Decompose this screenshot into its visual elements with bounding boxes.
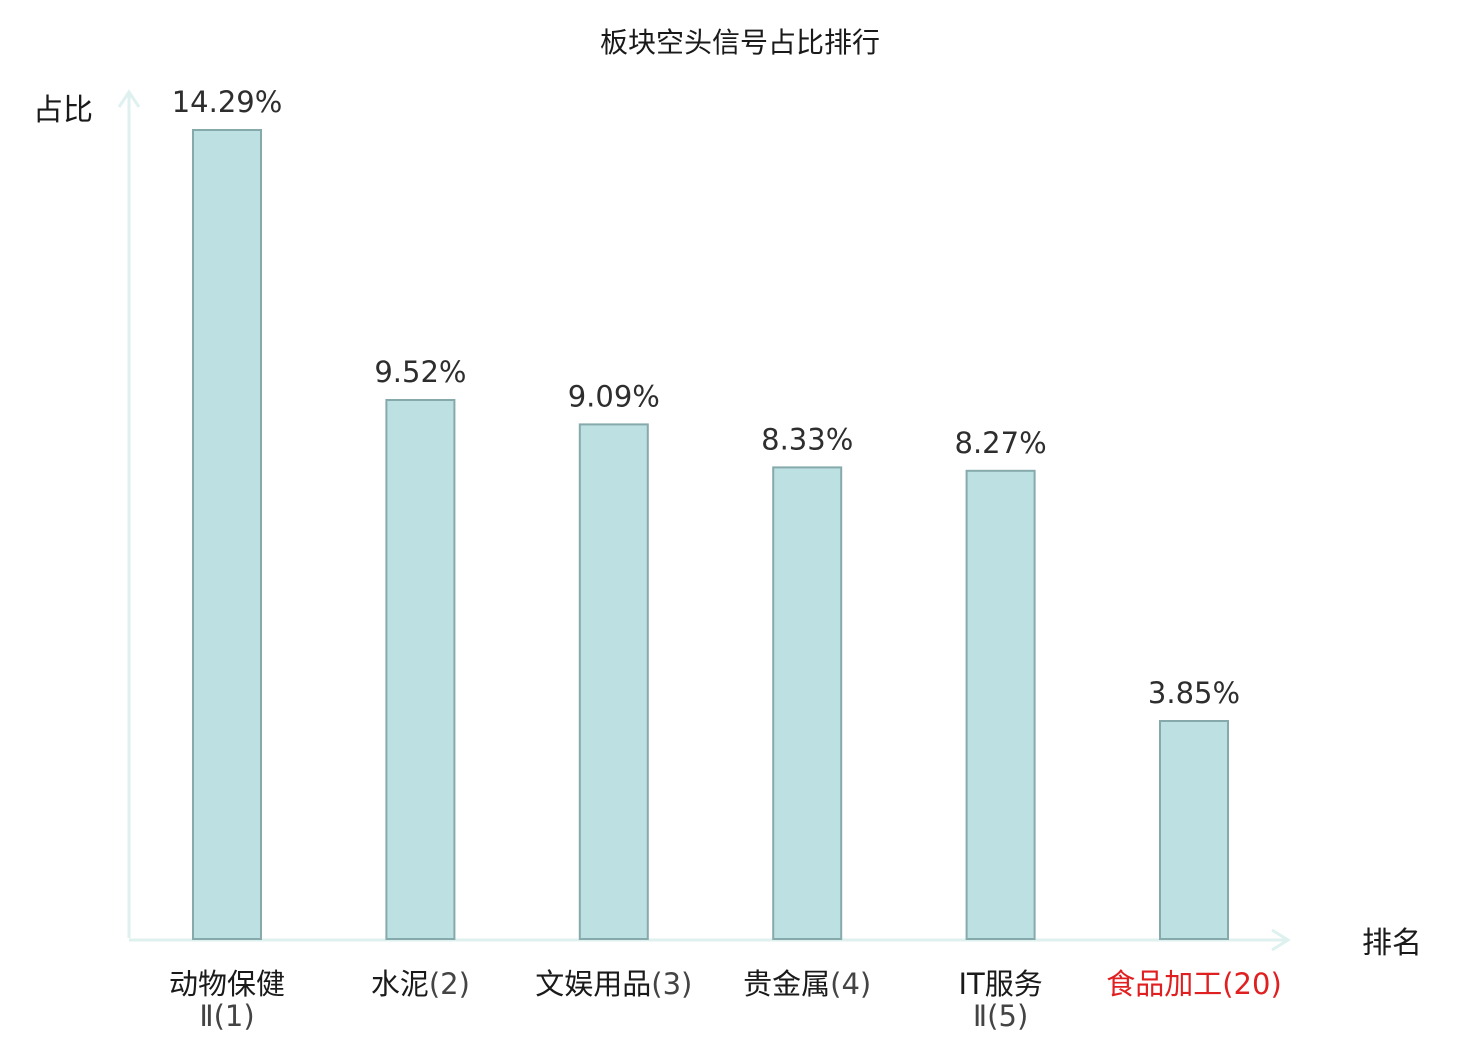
bar — [578, 423, 649, 940]
value-label: 8.33% — [761, 422, 853, 456]
bar — [772, 466, 843, 940]
value-label: 14.29% — [172, 85, 283, 119]
category-rank: (3) — [651, 967, 692, 1001]
bar — [385, 399, 456, 940]
category-label: 水泥(2) — [371, 967, 470, 1001]
category-name: 贵金属 — [743, 967, 830, 1001]
bar — [1159, 720, 1229, 940]
category-label: 动物保健 — [169, 967, 285, 1001]
category-rank: Ⅱ(5) — [973, 999, 1028, 1033]
category-name: 文娱用品 — [535, 967, 651, 1001]
category-rank: (4) — [830, 967, 871, 1001]
bars — [192, 129, 1229, 940]
category-rank: (20) — [1222, 967, 1282, 1001]
bar — [965, 469, 1036, 940]
category-rank: (2) — [429, 967, 470, 1001]
value-label: 9.52% — [374, 355, 466, 389]
category-name: 水泥 — [371, 967, 429, 1001]
category-name: 食品加工 — [1106, 967, 1222, 1001]
chart-title: 板块空头信号占比排行 — [600, 26, 880, 59]
x-axis-label: 排名 — [1362, 926, 1422, 961]
value-label: 3.85% — [1148, 676, 1240, 710]
category-rank: Ⅱ(1) — [199, 999, 254, 1033]
y-axis-label: 占比 — [33, 93, 93, 128]
category-label: IT服务 — [958, 967, 1042, 1001]
value-label: 9.09% — [568, 379, 660, 413]
x-axis — [129, 928, 1291, 952]
y-axis — [117, 89, 141, 938]
value-label: 8.27% — [955, 426, 1047, 460]
bar — [192, 129, 262, 940]
category-label: 食品加工(20) — [1106, 967, 1282, 1001]
value-labels: 14.29% 9.52% 9.09% 8.33% 8.27% 3.85% — [172, 85, 1240, 710]
category-label: 文娱用品(3) — [535, 967, 692, 1001]
category-label: 贵金属(4) — [743, 967, 871, 1001]
